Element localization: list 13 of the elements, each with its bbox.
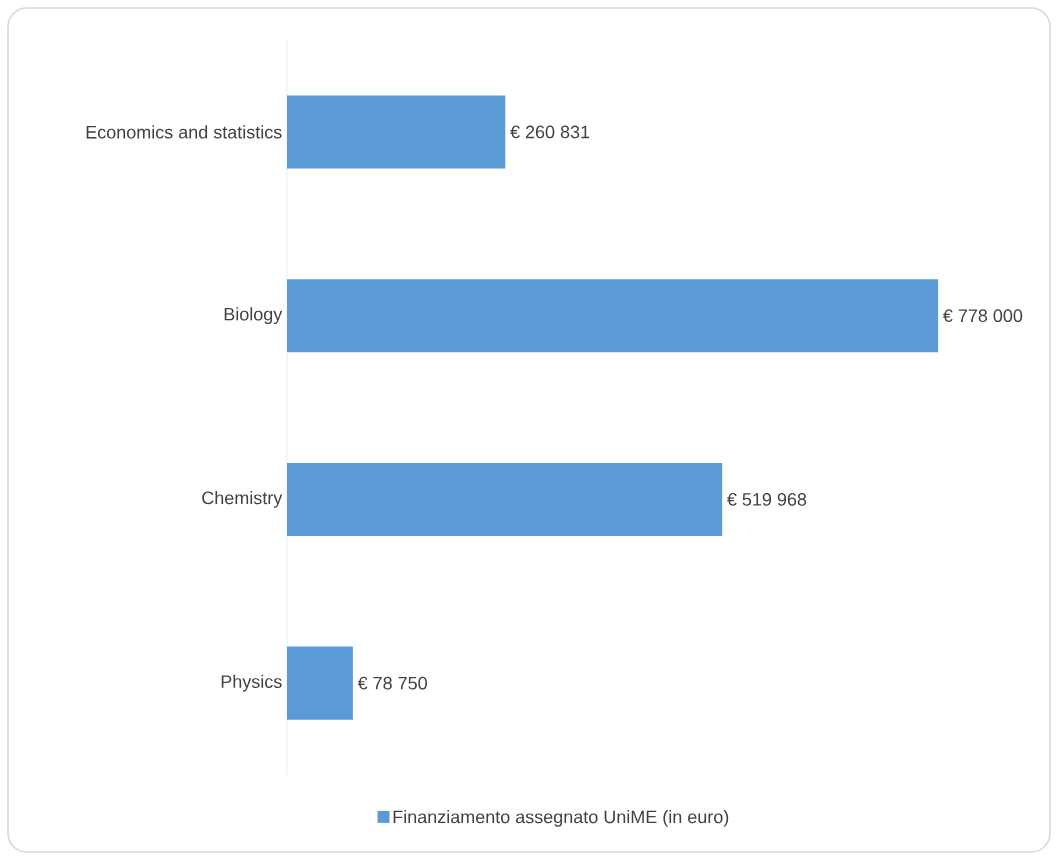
data-label: € 260 831 bbox=[510, 125, 590, 139]
y-tick-label: Biology bbox=[224, 307, 283, 325]
bar bbox=[287, 646, 353, 720]
y-tick-label: Economics and statistics bbox=[86, 125, 282, 139]
bar bbox=[287, 462, 723, 536]
data-label: € 78 750 bbox=[357, 676, 427, 690]
bar bbox=[287, 95, 506, 169]
legend-label: Finanziamento assegnato UniME (in euro) bbox=[393, 810, 729, 827]
y-tick-label: Chemistry bbox=[202, 491, 283, 508]
bar bbox=[287, 279, 939, 353]
y-tick-label: Physics bbox=[221, 674, 282, 692]
data-label: € 778 000 bbox=[942, 309, 1023, 323]
data-label: € 519 968 bbox=[727, 493, 807, 506]
